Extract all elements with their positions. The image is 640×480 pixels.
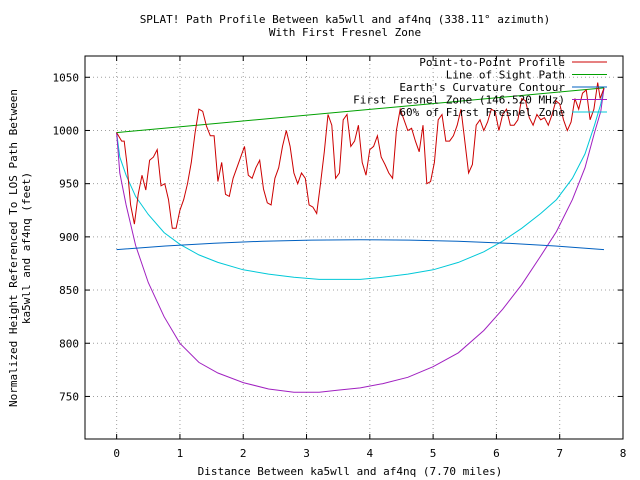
series-profile-line <box>116 82 605 229</box>
x-tick-label: 4 <box>367 447 374 460</box>
plot-frame <box>84 55 624 440</box>
x-tick-label: 0 <box>113 447 120 460</box>
legend-label: Line of Sight Path <box>446 69 565 82</box>
legend-label: 60% of First Fresnel Zone <box>399 106 565 119</box>
series-los-line <box>116 87 605 134</box>
y-tick-label: 900 <box>59 231 79 244</box>
y-tick-label: 1000 <box>53 124 80 137</box>
x-tick-label: 2 <box>240 447 247 460</box>
x-tick-label: 1 <box>177 447 184 460</box>
x-tick-label: 5 <box>430 447 437 460</box>
x-tick-label: 8 <box>620 447 627 460</box>
y-tick-label: 750 <box>59 390 79 403</box>
series-fresnel-60-line <box>116 87 605 280</box>
y-gridlines <box>85 76 623 397</box>
y-tick-label: 850 <box>59 284 79 297</box>
x-tick-label: 6 <box>493 447 500 460</box>
y-axis-label-line2: ka5wll and af4nq (feet) <box>20 172 33 324</box>
chart-subtitle: With First Fresnel Zone <box>269 26 421 39</box>
x-tick-label: 7 <box>556 447 563 460</box>
legend-label: First Fresnel Zone (146.520 MHz) <box>353 94 565 107</box>
y-tick-label: 800 <box>59 337 79 350</box>
y-tick-label: 1050 <box>53 71 80 84</box>
legend-label: Point-to-Point Profile <box>419 56 565 69</box>
series-fresnel-line <box>116 87 605 393</box>
legend-label: Earth's Curvature Contour <box>399 81 565 94</box>
x-tick-labels: 0 1 2 3 4 5 6 7 8 <box>113 447 626 460</box>
chart-title: SPLAT! Path Profile Between ka5wll and a… <box>140 13 551 26</box>
series-layer <box>116 82 605 393</box>
y-tick-labels: 750 800 850 900 950 1000 1050 <box>53 71 80 403</box>
x-axis-label: Distance Between ka5wll and af4nq (7.70 … <box>198 465 503 478</box>
x-tick-label: 3 <box>303 447 310 460</box>
y-axis-label-line1: Normalized Height Referenced To LOS Path… <box>7 89 20 407</box>
y-tick-label: 950 <box>59 178 79 191</box>
series-earth-curvature-line <box>116 239 605 251</box>
